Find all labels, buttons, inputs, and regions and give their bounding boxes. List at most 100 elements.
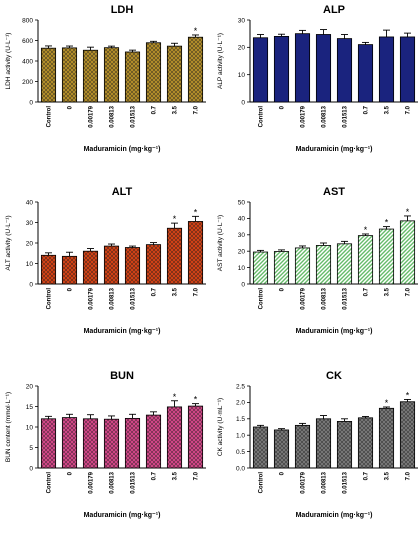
bar-Control (253, 38, 267, 102)
x-tick-label: 7.0 (406, 471, 412, 480)
chart-title: BUN (110, 370, 134, 382)
significance-marker: * (194, 207, 198, 217)
bar-0.00813 (104, 48, 118, 102)
x-tick-label: 7.0 (406, 105, 412, 114)
y-tick-label: 1.5 (236, 416, 245, 423)
bar-Control (253, 427, 267, 468)
x-tick-label: 3.5 (173, 287, 179, 296)
x-tick-label: 0.01513 (131, 471, 137, 493)
bar-0 (62, 48, 76, 102)
x-axis-label: Maduramicin (mg·kg⁻¹) (296, 146, 373, 153)
y-tick-label: 800 (22, 17, 33, 24)
bar-0.00179 (83, 419, 97, 468)
bar-0.00813 (316, 34, 330, 102)
bar-0 (62, 256, 76, 284)
y-tick-label: 20 (26, 383, 34, 390)
y-tick-label: 0 (29, 465, 33, 472)
x-axis-label: Maduramicin (mg·kg⁻¹) (296, 512, 373, 519)
bar-0.7 (146, 43, 160, 102)
significance-marker: * (194, 26, 198, 36)
y-tick-label: 0 (29, 281, 33, 288)
significance-marker: * (173, 214, 177, 224)
x-tick-label: Control (259, 288, 265, 310)
chart-ldh: LDH LDH activity (U·L⁻¹) 0 200 400 600 800 Cont… (5, 4, 206, 153)
x-tick-label: 0 (280, 105, 286, 109)
bar-0.7 (146, 245, 160, 284)
x-tick-label: 0.00179 (89, 471, 95, 493)
x-tick-label: Control (259, 106, 265, 128)
chart-alp: ALP ALP activity (U·L⁻¹) 0 10 20 30 Control 0 0.… (217, 4, 418, 153)
x-tick-label: 0.00813 (110, 471, 116, 493)
x-tick-label: 0 (68, 105, 74, 109)
bar-3.5 (167, 407, 181, 468)
bar-7.0 (188, 221, 202, 284)
y-axis-label: ALP activity (U·L⁻¹) (217, 33, 224, 89)
x-tick-label: 0.7 (152, 105, 158, 114)
y-tick-label: 400 (22, 58, 33, 65)
y-tick-label: 30 (26, 220, 34, 227)
x-tick-label: 0.7 (152, 287, 158, 296)
x-tick-label: 0 (68, 287, 74, 291)
x-axis-label: Maduramicin (mg·kg⁻¹) (84, 328, 161, 335)
bar-3.5 (379, 229, 393, 284)
y-tick-label: 15 (26, 404, 34, 411)
bar-0 (274, 430, 288, 468)
bar-0.01513 (337, 421, 351, 468)
x-tick-label: 7.0 (194, 105, 200, 114)
x-tick-label: 3.5 (173, 471, 179, 480)
bar-3.5 (167, 46, 181, 102)
bar-7.0 (188, 406, 202, 468)
x-tick-label: 0.7 (364, 105, 370, 114)
bar-0.01513 (125, 418, 139, 468)
x-tick-label: 0.01513 (131, 105, 137, 127)
y-tick-label: 5 (29, 445, 33, 452)
x-tick-label: 0.00813 (322, 105, 328, 127)
x-tick-label: 0.7 (364, 287, 370, 296)
chart-title: LDH (111, 4, 134, 16)
x-tick-label: 0.01513 (343, 287, 349, 309)
bar-0.01513 (125, 52, 139, 102)
bar-0.00813 (316, 245, 330, 284)
bar-0.00813 (104, 419, 118, 468)
y-tick-label: 0 (29, 99, 33, 106)
y-tick-label: 0.0 (236, 465, 245, 472)
chart-bun: BUN BUN content (mmol·L⁻¹) 0 5 10 15 20 Control… (5, 370, 206, 519)
chart-ck: CK CK activity (U·mL⁻¹) 0.0 0.5 1.0 1.5 2.0 2.5… (217, 370, 418, 519)
significance-marker: * (385, 398, 389, 408)
x-tick-label: 0 (68, 471, 74, 475)
chart-title: ALT (112, 186, 133, 198)
significance-marker: * (385, 218, 389, 228)
x-tick-label: 0.01513 (343, 471, 349, 493)
x-tick-label: 0 (280, 287, 286, 291)
x-tick-label: 3.5 (173, 105, 179, 114)
y-tick-label: 0.5 (236, 449, 245, 456)
x-tick-label: 0.01513 (343, 105, 349, 127)
chart-title: CK (326, 370, 342, 382)
bar-0.00179 (295, 248, 309, 284)
x-axis-label: Maduramicin (mg·kg⁻¹) (296, 328, 373, 335)
y-axis-label: AST activity (U·L⁻¹) (217, 215, 224, 271)
significance-marker: * (173, 392, 177, 402)
x-tick-label: 0.7 (152, 471, 158, 480)
y-tick-label: 30 (238, 232, 246, 239)
y-tick-label: 50 (238, 199, 246, 206)
bar-0.01513 (337, 39, 351, 102)
bar-0.7 (358, 236, 372, 284)
bar-7.0 (400, 221, 414, 284)
bar-0.00813 (104, 246, 118, 284)
y-tick-label: 10 (26, 424, 34, 431)
y-tick-label: 10 (238, 265, 246, 272)
x-tick-label: 0.00179 (301, 471, 307, 493)
y-tick-label: 10 (238, 72, 246, 79)
y-tick-label: 0 (241, 281, 245, 288)
x-tick-label: 3.5 (385, 287, 391, 296)
y-tick-label: 20 (26, 240, 34, 247)
y-tick-label: 1.0 (236, 433, 245, 440)
x-tick-label: 0.00179 (301, 287, 307, 309)
bar-0 (62, 418, 76, 468)
y-tick-label: 20 (238, 45, 246, 52)
bar-0.00179 (83, 251, 97, 284)
bar-0.7 (146, 415, 160, 468)
y-tick-label: 20 (238, 249, 246, 256)
